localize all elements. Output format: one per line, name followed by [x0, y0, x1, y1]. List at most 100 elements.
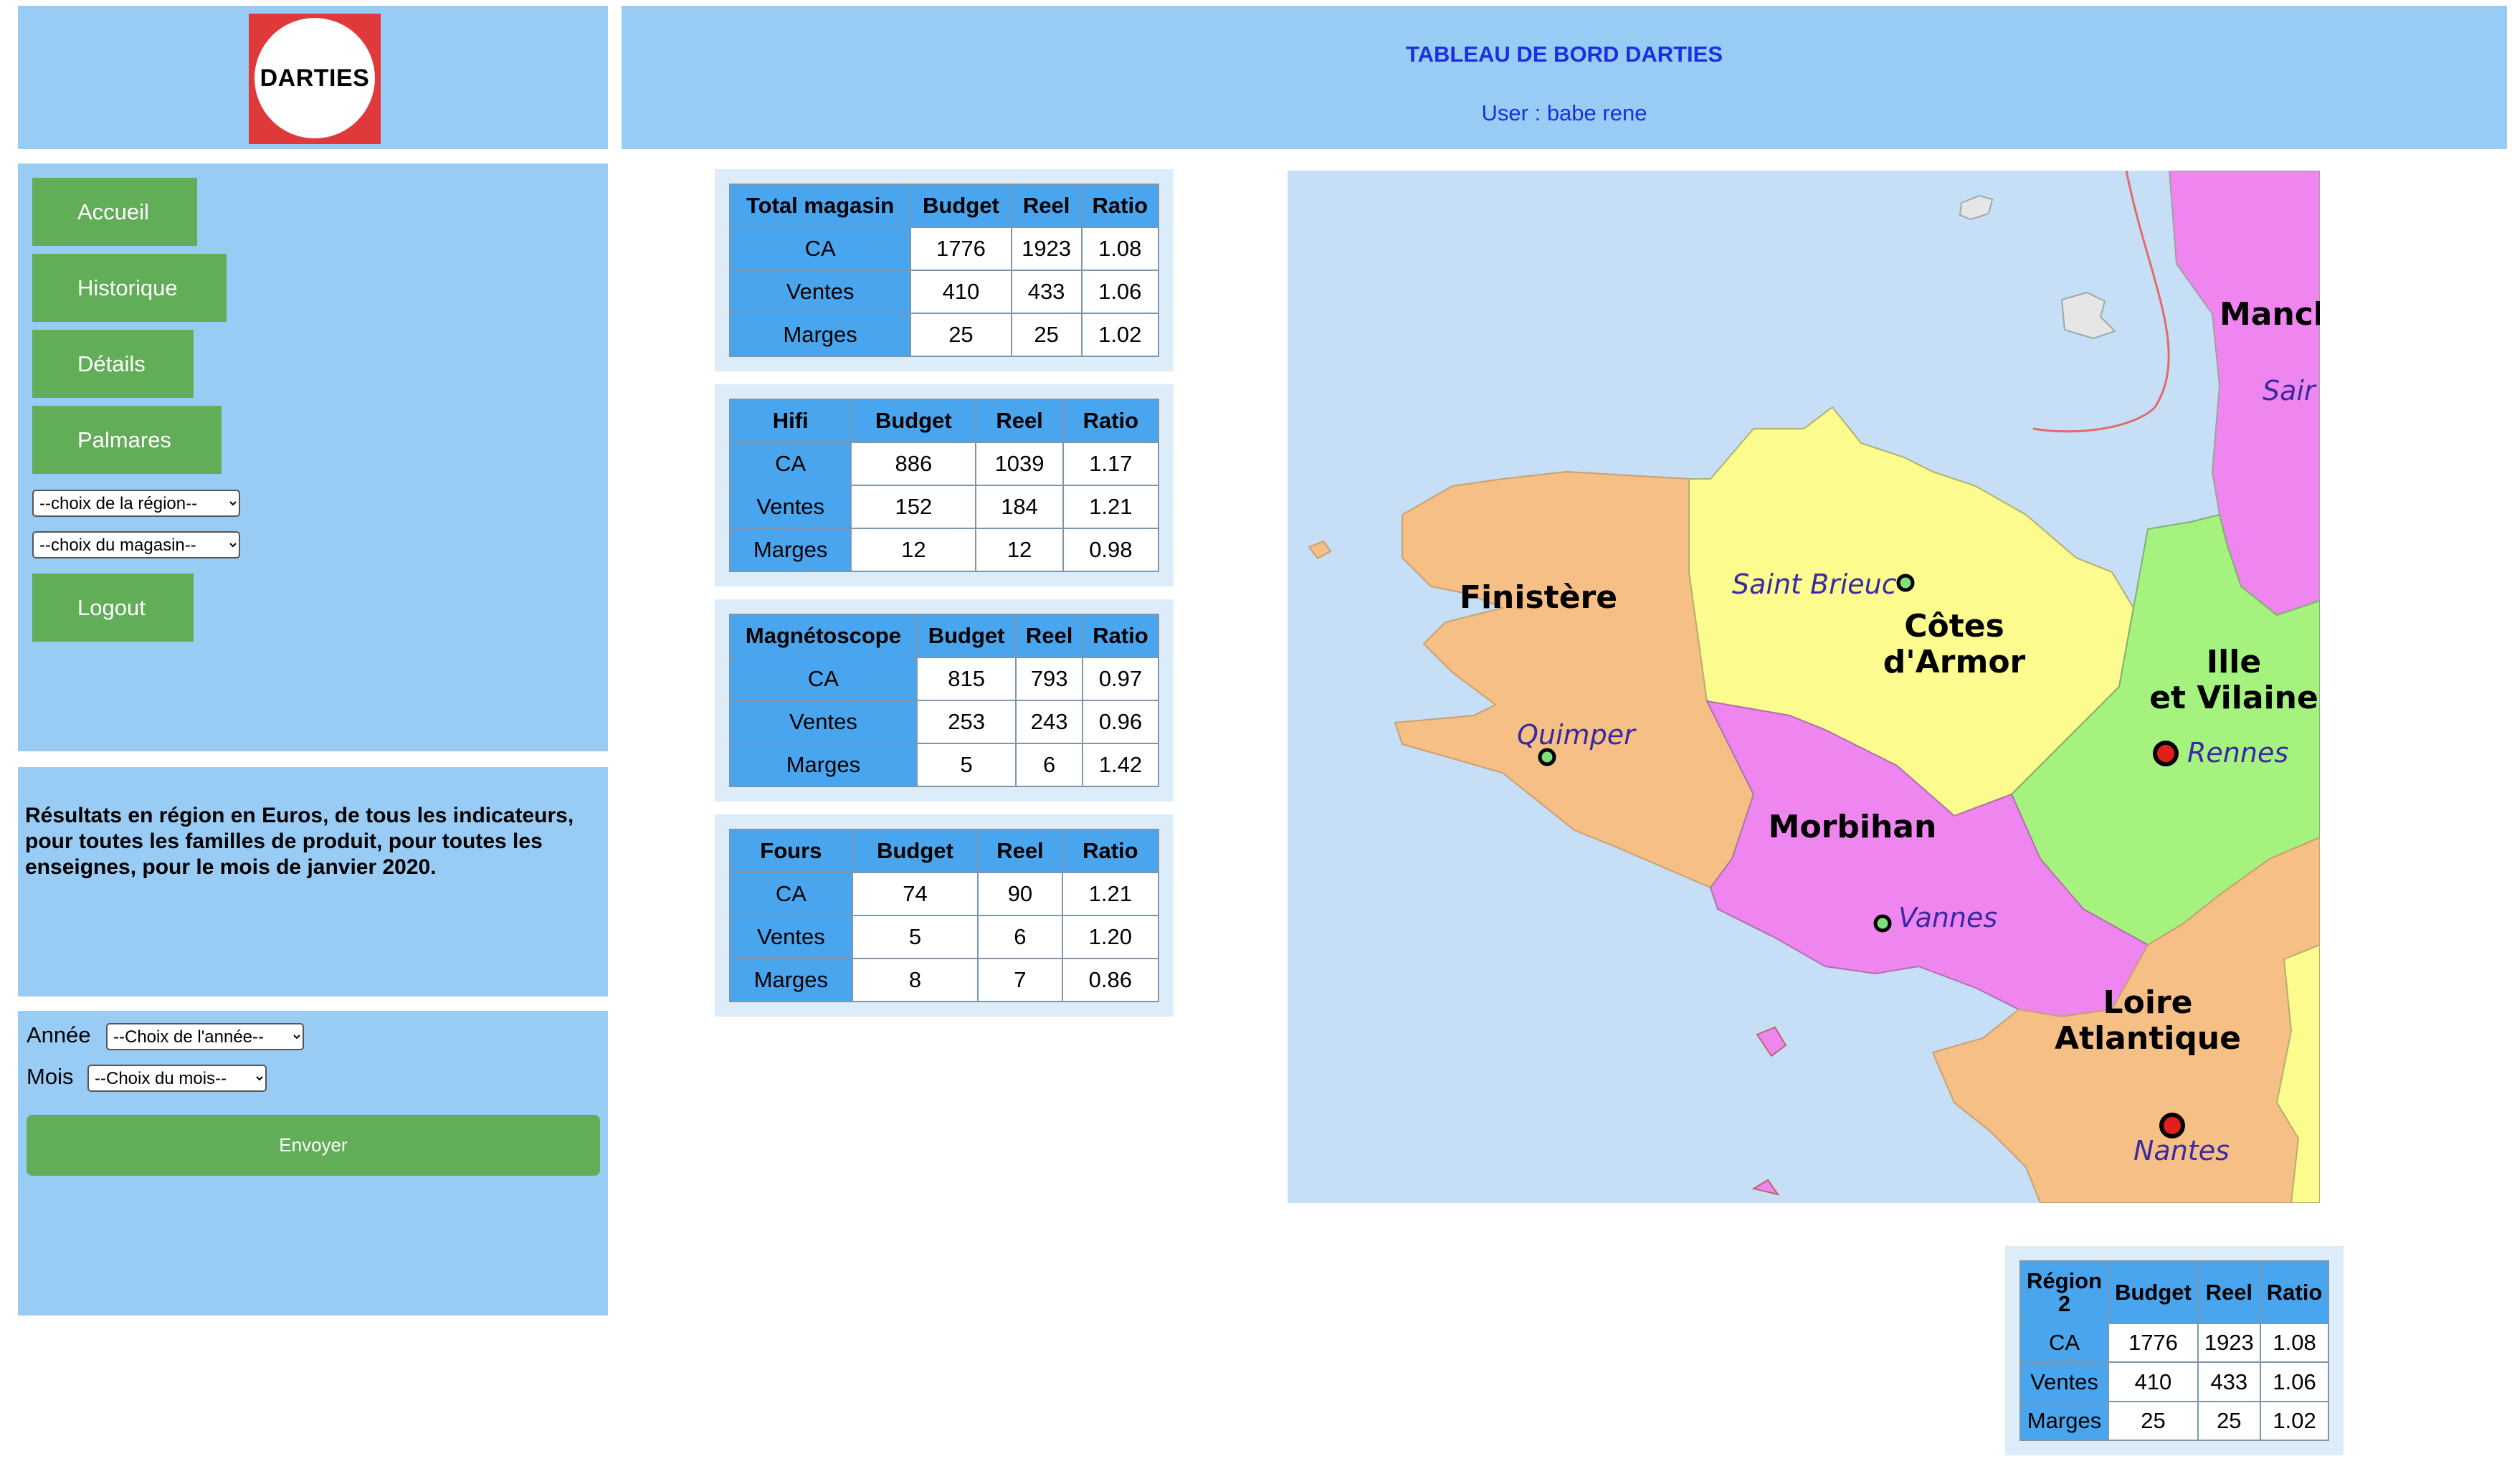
- city-marker-vannes[interactable]: [1873, 914, 1892, 933]
- region-loire-atlantique[interactable]: [1931, 836, 2320, 1203]
- historique-button[interactable]: Historique: [32, 254, 227, 322]
- cell-budget: 1776: [910, 227, 1012, 271]
- mois-select[interactable]: --Choix du mois--: [87, 1065, 267, 1092]
- palmares-button[interactable]: Palmares: [32, 406, 222, 474]
- darties-logo[interactable]: DARTIES: [249, 14, 381, 144]
- table-row: Ventes 253 243 0.96: [729, 700, 1160, 744]
- map-label-cotes: d'Armor: [1883, 644, 2026, 680]
- cell-ratio: 0.97: [1081, 657, 1160, 701]
- cell-budget: 74: [851, 872, 979, 916]
- nav-panel: Accueil Historique Détails Palmares --ch…: [18, 163, 608, 751]
- magnetoscope-table: Magnétoscope Budget Reel Ratio CA 815 79…: [729, 614, 1160, 787]
- region-select[interactable]: --choix de la région--: [32, 490, 240, 517]
- details-button[interactable]: Détails: [32, 330, 194, 398]
- map-label-loire: Atlantique: [2055, 1020, 2241, 1057]
- table-header-row: Région 2 Budget Reel Ratio: [2019, 1260, 2330, 1325]
- city-marker-nantes[interactable]: [2159, 1113, 2185, 1138]
- date-form-panel: Année --Choix de l'année-- Mois --Choix …: [18, 1011, 608, 1316]
- row-label: Ventes: [728, 270, 912, 314]
- cell-reel: 6: [977, 915, 1063, 959]
- island-shape: [2060, 291, 2116, 340]
- table-header: Fours: [729, 829, 853, 873]
- island-shape: [1751, 1179, 1780, 1196]
- logo-panel: DARTIES: [18, 6, 608, 149]
- row-label: Ventes: [728, 485, 852, 529]
- city-marker-quimper[interactable]: [1538, 748, 1556, 766]
- table-row: Marges 12 12 0.98: [728, 528, 1160, 572]
- table-header-row: Hifi Budget Reel Ratio: [728, 399, 1160, 443]
- magasin-select[interactable]: --choix du magasin--: [32, 531, 240, 558]
- table-header: Région 2: [2019, 1260, 2110, 1325]
- table-header-row: Fours Budget Reel Ratio: [729, 829, 1160, 873]
- table-row: CA 74 90 1.21: [729, 872, 1160, 916]
- cell-budget: 886: [850, 442, 977, 486]
- cell-budget: 1776: [2108, 1323, 2199, 1364]
- table-row: CA 815 793 0.97: [729, 657, 1160, 701]
- accueil-button[interactable]: Accueil: [32, 178, 197, 246]
- island-shape: [1959, 194, 1994, 221]
- table-header: Hifi: [728, 399, 852, 443]
- cell-budget: 8: [851, 958, 979, 1002]
- cell-ratio: 0.86: [1061, 958, 1160, 1002]
- table-row: CA 886 1039 1.17: [728, 442, 1160, 486]
- map-label-ille: et Vilaine: [2149, 680, 2318, 716]
- cell-reel: 433: [2197, 1361, 2261, 1402]
- annee-label: Année: [27, 1022, 91, 1047]
- cell-budget: 5: [851, 915, 979, 959]
- results-description: Résultats en région en Euros, de tous le…: [25, 804, 574, 879]
- table-header: Ratio: [1062, 399, 1160, 443]
- cell-ratio: 0.98: [1062, 528, 1160, 572]
- cell-ratio: 1.21: [1062, 485, 1160, 529]
- cell-reel: 7: [977, 958, 1063, 1002]
- fours-panel: Fours Budget Reel Ratio CA 74 90 1.21 Ve…: [715, 814, 1174, 1017]
- cell-budget: 253: [915, 700, 1017, 744]
- table-row: Marges 25 25 1.02: [2019, 1400, 2330, 1442]
- table-row: Marges 8 7 0.86: [729, 958, 1160, 1002]
- row-label: Ventes: [729, 700, 918, 744]
- table-header: Reel: [1010, 184, 1083, 228]
- table-header: Budget: [2108, 1260, 2199, 1325]
- total-magasin-table: Total magasin Budget Reel Ratio CA 1776 …: [728, 184, 1159, 357]
- row-label: Ventes: [729, 915, 853, 959]
- cell-reel: 25: [2197, 1400, 2261, 1442]
- row-label: Ventes: [2019, 1361, 2110, 1402]
- cell-reel: 12: [975, 528, 1064, 572]
- hifi-table: Hifi Budget Reel Ratio CA 886 1039 1.17 …: [728, 399, 1160, 572]
- island-shape: [1308, 540, 1332, 560]
- brittany-region-map[interactable]: Finistère Côtes d'Armor Ille et Vilaine …: [1288, 171, 2320, 1203]
- logo-circle: DARTIES: [254, 18, 375, 138]
- table-header: Ratio: [1080, 184, 1159, 228]
- map-label-finistere: Finistère: [1460, 579, 1617, 616]
- city-marker-saint-brieuc[interactable]: [1896, 574, 1915, 592]
- logout-button[interactable]: Logout: [32, 574, 194, 642]
- cell-budget: 152: [850, 485, 977, 529]
- cell-reel: 1039: [975, 442, 1064, 486]
- logo-text: DARTIES: [260, 64, 370, 92]
- city-marker-rennes[interactable]: [2153, 741, 2179, 766]
- city-label-quimper: Quimper: [1517, 719, 1637, 751]
- cell-reel: 793: [1015, 657, 1083, 701]
- maritime-boundary: [2032, 171, 2170, 433]
- cell-ratio: 1.21: [1061, 872, 1160, 916]
- cell-budget: 25: [910, 313, 1012, 357]
- map-label-cotes: Côtes: [1904, 608, 2004, 645]
- table-row: Ventes 410 433 1.06: [2019, 1361, 2330, 1402]
- header-panel: TABLEAU DE BORD DARTIES User : babe rene: [622, 6, 2507, 149]
- cell-ratio: 1.42: [1081, 743, 1160, 787]
- table-header: Reel: [977, 829, 1063, 873]
- cell-reel: 90: [977, 872, 1063, 916]
- envoyer-button[interactable]: Envoyer: [27, 1115, 600, 1176]
- cell-budget: 410: [2108, 1361, 2199, 1402]
- table-header: Ratio: [1081, 614, 1160, 658]
- row-label: Marges: [729, 743, 918, 787]
- table-header: Reel: [1015, 614, 1083, 658]
- cell-ratio: 1.20: [1061, 915, 1160, 959]
- city-label-vannes: Vannes: [1898, 902, 1997, 933]
- cell-reel: 6: [1015, 743, 1083, 787]
- table-header: Reel: [2197, 1260, 2261, 1325]
- table-row: Marges 25 25 1.02: [728, 313, 1159, 357]
- row-label: Marges: [2019, 1400, 2110, 1442]
- table-header: Budget: [915, 614, 1017, 658]
- table-header: Ratio: [2259, 1260, 2330, 1325]
- annee-select[interactable]: --Choix de l'année--: [106, 1023, 304, 1050]
